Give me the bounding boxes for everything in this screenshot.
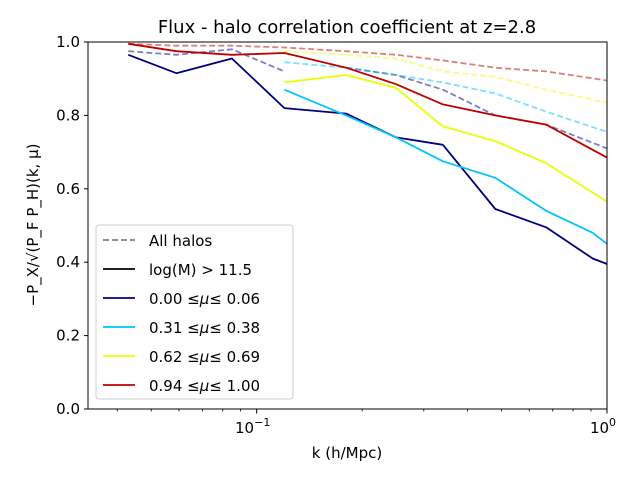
y-tick-label-0: 0.0: [56, 400, 80, 418]
x-axis-label: k (h/Mpc): [312, 444, 382, 462]
y-tick-label-3: 0.6: [56, 180, 80, 198]
legend-label-0: All halos: [149, 232, 212, 250]
series-line-0: [128, 48, 285, 73]
series-line-3: [284, 50, 608, 104]
x-axis: 10−1 100: [116, 409, 616, 437]
legend-label-5: 0.94 ≤μ≤ 1.00: [149, 377, 260, 395]
legend-label-2: 0.00 ≤μ≤ 0.06: [149, 290, 260, 308]
legend-label-3: 0.31 ≤μ≤ 0.38: [149, 319, 260, 337]
chart-title: Flux - halo correlation coefficient at z…: [158, 17, 536, 38]
series-line-1: [345, 66, 608, 150]
plot-frame: [87, 41, 608, 410]
series-line-8: [128, 42, 608, 159]
y-tick-label-1: 0.2: [56, 327, 80, 345]
y-tick-label-5: 1.0: [56, 33, 80, 51]
y-axis: 0.0 0.2 0.4 0.6 0.8 1.0: [56, 33, 88, 418]
legend: All halos log(M) > 11.5 0.00 ≤μ≤ 0.06 0.31 …: [95, 224, 294, 400]
y-tick-label-4: 0.8: [56, 106, 80, 124]
y-tick-label-2: 0.4: [56, 253, 80, 271]
legend-label-1: log(M) > 11.5: [149, 261, 252, 279]
legend-label-4: 0.62 ≤μ≤ 0.69: [149, 348, 260, 366]
x-tick-label-1: 100: [590, 416, 616, 437]
legend-box: [95, 224, 294, 400]
series-line-4: [128, 42, 608, 82]
y-axis-label: −P_X/√(P_F P_H)(k, μ): [24, 144, 43, 307]
y-axis-label-group: −P_X/√(P_F P_H)(k, μ): [24, 144, 43, 307]
x-tick-label-0: 10−1: [235, 416, 270, 437]
series-line-7: [284, 74, 608, 203]
series-layer: [127, 42, 608, 265]
series-line-6: [284, 88, 608, 245]
